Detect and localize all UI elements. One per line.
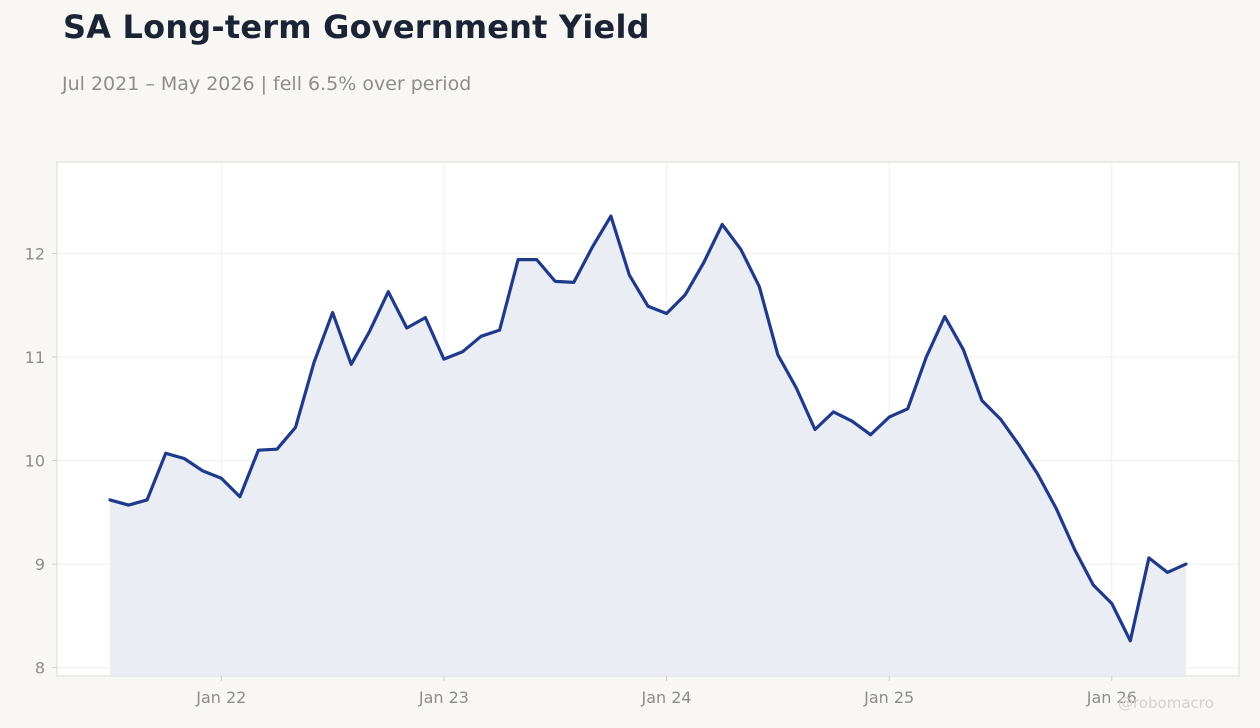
x-tick-label: Jan 24 bbox=[640, 688, 691, 707]
series-line bbox=[108, 214, 1188, 643]
y-tick-label: 9 bbox=[35, 555, 45, 574]
area-layer bbox=[110, 216, 1186, 676]
y-axis-ticks: 8 9 10 11 12 bbox=[25, 244, 57, 678]
x-tick-label: Jan 25 bbox=[863, 688, 914, 707]
x-tick-label: Jan 22 bbox=[195, 688, 246, 707]
y-tick-label: 10 bbox=[25, 452, 45, 471]
series-area-fill bbox=[110, 216, 1186, 676]
chart-subtitle: Jul 2021 – May 2026 | fell 6.5% over per… bbox=[62, 73, 472, 95]
y-tick-label: 12 bbox=[25, 244, 45, 263]
x-axis-ticks: Jan 22 Jan 23 Jan 24 Jan 25 Jan 26 bbox=[195, 676, 1137, 707]
x-tick-label: Jan 23 bbox=[418, 688, 469, 707]
y-tick-label: 11 bbox=[25, 348, 45, 367]
watermark: @robomacro bbox=[1118, 694, 1214, 712]
line-layer bbox=[108, 214, 1188, 643]
chart-title: SA Long-term Government Yield bbox=[63, 8, 650, 46]
y-tick-label: 8 bbox=[35, 659, 45, 678]
x-tick-label: Jan 26 bbox=[1086, 688, 1137, 707]
